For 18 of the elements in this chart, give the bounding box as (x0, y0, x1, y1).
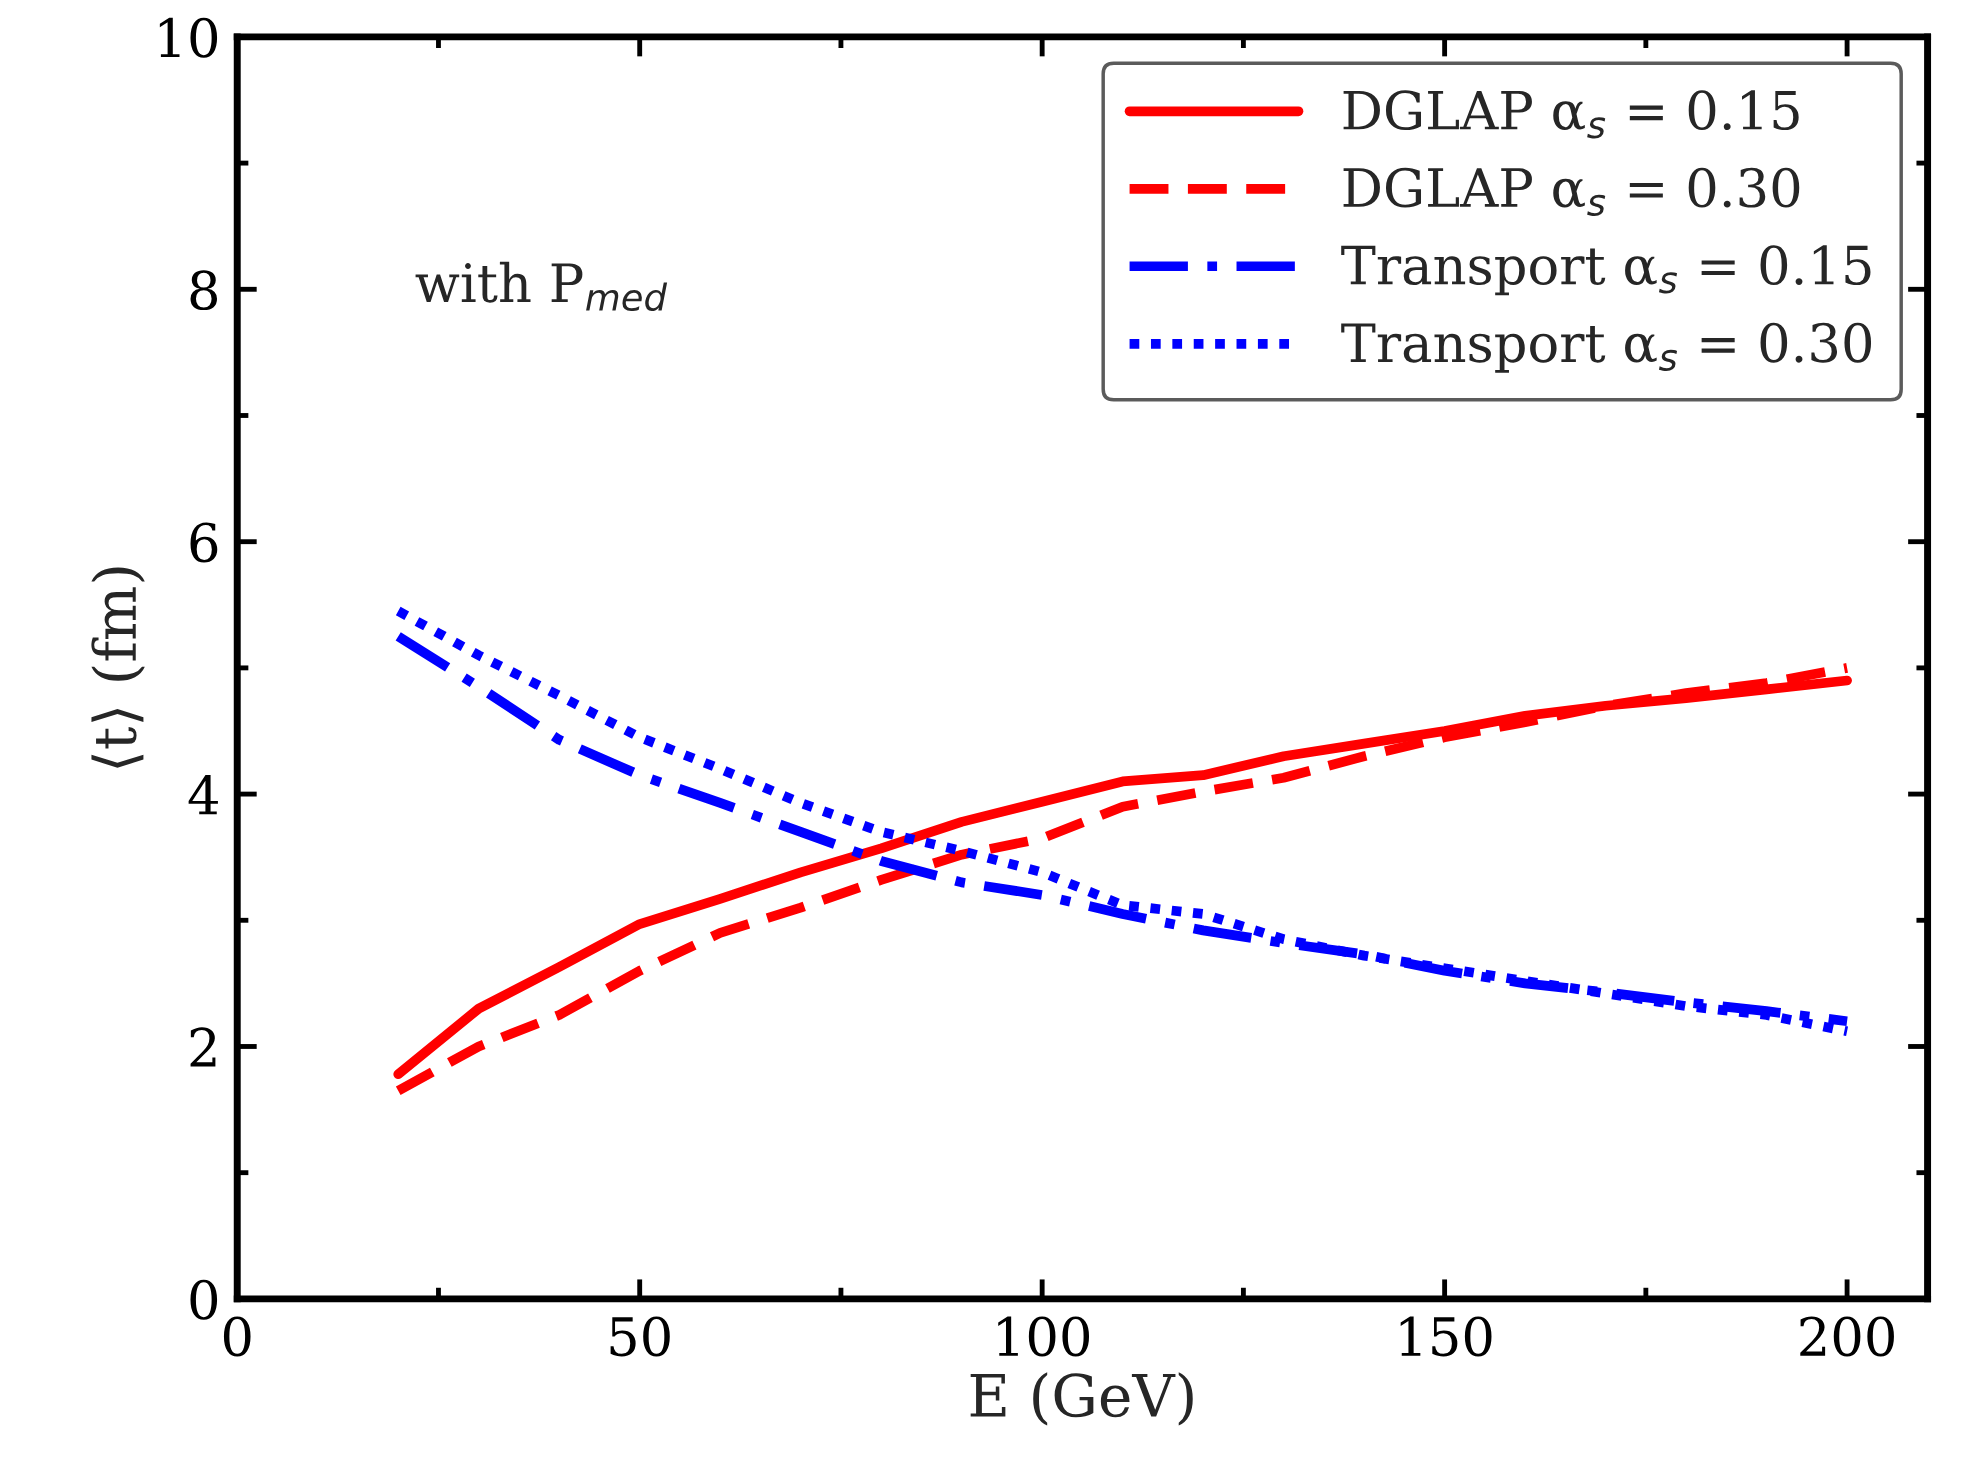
legend-label: DGLAP α$_{s}$ = 0.30 (1343, 167, 1800, 217)
x-tick-label: 150 (1400, 1316, 1492, 1357)
legend-label: DGLAP α$_{s}$ = 0.15 (1343, 90, 1799, 139)
y-tick-label: 6 (190, 522, 218, 563)
x-tick-label: 0 (223, 1316, 251, 1357)
legend-label: Transport α$_{s}$ = 0.15 (1341, 245, 1871, 296)
y-tick-label: 2 (190, 1027, 216, 1067)
y-tick-label: 10 (159, 17, 218, 58)
legend-label: Transport α$_{s}$ = 0.30 (1341, 322, 1872, 373)
y-tick-label: 0 (190, 1279, 218, 1320)
annotation: with P$_{med}$ (415, 261, 668, 312)
x-tick-label: 50 (610, 1316, 670, 1357)
y-tick-label: 4 (188, 774, 218, 815)
x-tick-label: 200 (1800, 1316, 1894, 1357)
y-axis-title: ⟨t⟩ (fm) (91, 567, 145, 768)
x-tick-label: 100 (998, 1316, 1090, 1357)
y-tick-label: 8 (190, 270, 218, 311)
x-axis-title: E (GeV) (970, 1372, 1193, 1426)
